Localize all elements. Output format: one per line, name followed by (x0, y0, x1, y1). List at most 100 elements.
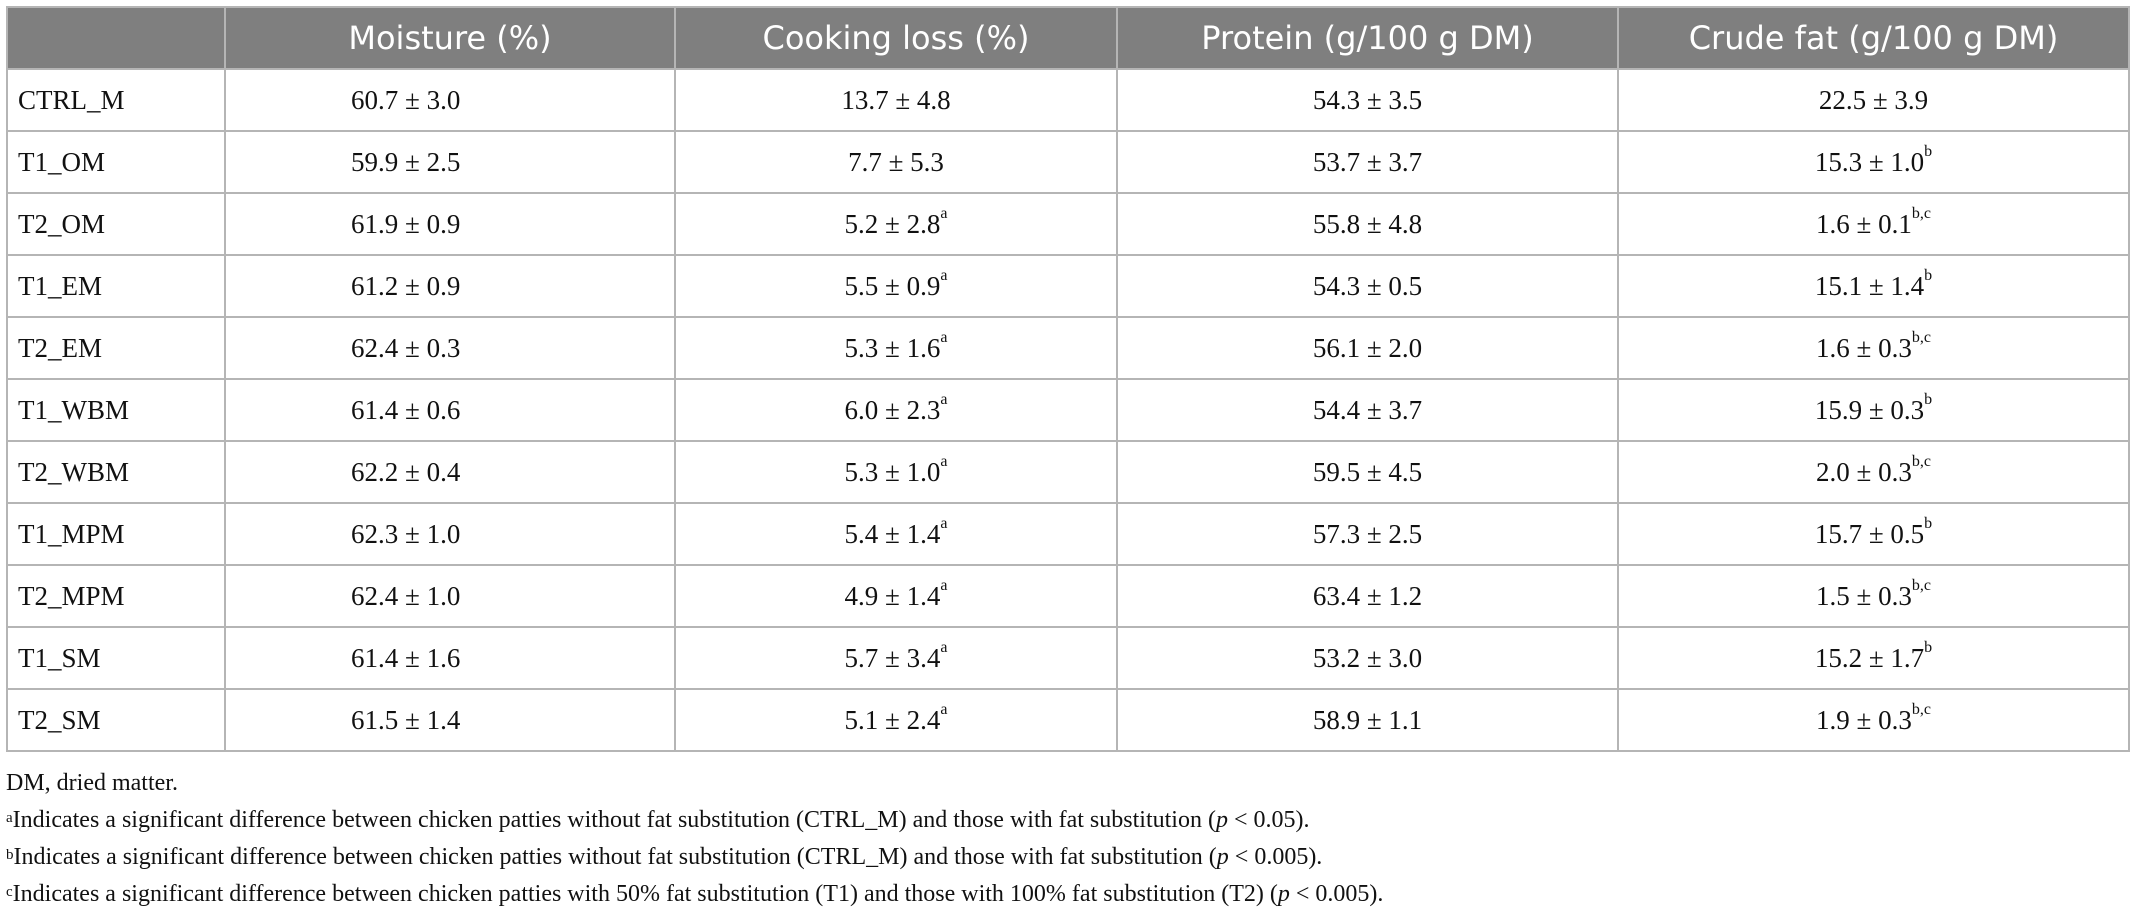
cell-crude-fat: 15.7 ± 0.5b (1617, 502, 2130, 566)
cell-moisture: 62.3 ± 1.0 (224, 502, 676, 566)
cooking-loss-sup: a (940, 700, 948, 718)
cell-crude-fat: 15.1 ± 1.4b (1617, 254, 2130, 318)
table-row: T2_EM 62.4 ± 0.3 5.3 ± 1.6a 56.1 ± 2.0 1.6 ±… (6, 316, 2130, 380)
cooking-loss-value: 5.5 ± 0.9 (844, 270, 941, 301)
cell-crude-fat: 22.5 ± 3.9 (1617, 68, 2130, 132)
results-table: Moisture (%) Cooking loss (%) Protein (g… (6, 6, 2130, 752)
footnote-c-mark: c (6, 884, 13, 900)
cell-moisture: 59.9 ± 2.5 (224, 130, 676, 194)
cell-cooking-loss: 5.3 ± 1.6a (674, 316, 1118, 380)
crude-fat-value: 22.5 ± 3.9 (1818, 84, 1929, 115)
cooking-loss-sup: a (940, 390, 948, 408)
row-label: T1_EM (6, 254, 226, 318)
cell-moisture: 62.2 ± 0.4 (224, 440, 676, 504)
protein-value: 53.7 ± 3.7 (1312, 146, 1423, 177)
crude-fat-wrap: 1.6 ± 0.1b,c (1619, 205, 2128, 240)
cooking-loss-value: 7.7 ± 5.3 (848, 146, 944, 177)
cell-cooking-loss: 5.5 ± 0.9a (674, 254, 1118, 318)
table-row: T1_SM 61.4 ± 1.6 5.7 ± 3.4a 53.2 ± 3.0 15.2 … (6, 626, 2130, 690)
cell-protein: 54.3 ± 3.5 (1116, 68, 1619, 132)
cooking-loss-sup: a (940, 328, 948, 346)
cell-cooking-loss: 6.0 ± 2.3a (674, 378, 1118, 442)
cooking-loss-value: 6.0 ± 2.3 (844, 394, 941, 425)
row-label: T1_WBM (6, 378, 226, 442)
crude-fat-wrap: 22.5 ± 3.9 (1619, 85, 2128, 116)
cooking-loss-wrap: 4.9 ± 1.4a (676, 577, 1116, 612)
row-label: T2_SM (6, 688, 226, 752)
header-cooking-loss: Cooking loss (%) (674, 6, 1118, 70)
row-label: T1_MPM (6, 502, 226, 566)
cell-protein: 53.2 ± 3.0 (1116, 626, 1619, 690)
cell-moisture: 61.5 ± 1.4 (224, 688, 676, 752)
protein-value: 63.4 ± 1.2 (1312, 580, 1423, 611)
cooking-loss-value: 5.2 ± 2.8 (844, 208, 941, 239)
cooking-loss-sup: a (940, 576, 948, 594)
table-row: T2_MPM 62.4 ± 1.0 4.9 ± 1.4a 63.4 ± 1.2 1.5 … (6, 564, 2130, 628)
crude-fat-sup: b,c (1911, 204, 1931, 222)
crude-fat-sup: b,c (1911, 576, 1931, 594)
crude-fat-value: 2.0 ± 0.3 (1816, 456, 1912, 487)
cell-cooking-loss: 5.4 ± 1.4a (674, 502, 1118, 566)
moisture-value: 61.9 ± 0.9 (351, 208, 461, 239)
cooking-loss-value: 4.9 ± 1.4 (844, 580, 941, 611)
footnote-c-tail: < 0.005). (1289, 881, 1384, 907)
cooking-loss-wrap: 5.1 ± 2.4a (676, 701, 1116, 736)
header-crude-fat: Crude fat (g/100 g DM) (1617, 6, 2130, 70)
crude-fat-wrap: 15.7 ± 0.5b (1619, 515, 2128, 550)
row-label: T2_OM (6, 192, 226, 256)
moisture-value: 61.4 ± 1.6 (351, 642, 461, 673)
cooking-loss-wrap: 13.7 ± 4.8 (676, 85, 1116, 116)
crude-fat-value: 15.9 ± 0.3 (1814, 394, 1925, 425)
header-moisture: Moisture (%) (224, 6, 676, 70)
crude-fat-sup: b (1924, 390, 1933, 408)
table-body: CTRL_M 60.7 ± 3.0 13.7 ± 4.8 54.3 ± 3.5 22.5… (6, 68, 2130, 752)
footnote-a-tail: < 0.05). (1227, 807, 1310, 833)
crude-fat-wrap: 15.2 ± 1.7b (1619, 639, 2128, 674)
cell-protein: 53.7 ± 3.7 (1116, 130, 1619, 194)
cell-cooking-loss: 13.7 ± 4.8 (674, 68, 1118, 132)
cell-moisture: 62.4 ± 1.0 (224, 564, 676, 628)
cell-protein: 55.8 ± 4.8 (1116, 192, 1619, 256)
row-label: T2_MPM (6, 564, 226, 628)
row-label: T1_SM (6, 626, 226, 690)
footnote-b-mark: b (6, 847, 14, 863)
protein-value: 54.3 ± 0.5 (1312, 270, 1423, 301)
row-label: T1_OM (6, 130, 226, 194)
cell-cooking-loss: 4.9 ± 1.4a (674, 564, 1118, 628)
table-row: T2_WBM 62.2 ± 0.4 5.3 ± 1.0a 59.5 ± 4.5 2.0 … (6, 440, 2130, 504)
cooking-loss-wrap: 5.7 ± 3.4a (676, 639, 1116, 674)
footnote-b-text: Indicates a significant difference betwe… (13, 844, 1217, 870)
cell-protein: 54.3 ± 0.5 (1116, 254, 1619, 318)
table-row: T1_OM 59.9 ± 2.5 7.7 ± 5.3 53.7 ± 3.7 15.3 ±… (6, 130, 2130, 194)
cell-crude-fat: 1.6 ± 0.3b,c (1617, 316, 2130, 380)
cooking-loss-value: 5.1 ± 2.4 (844, 704, 941, 735)
table-row: CTRL_M 60.7 ± 3.0 13.7 ± 4.8 54.3 ± 3.5 22.5… (6, 68, 2130, 132)
crude-fat-value: 1.6 ± 0.3 (1816, 332, 1912, 363)
cell-crude-fat: 15.2 ± 1.7b (1617, 626, 2130, 690)
cooking-loss-wrap: 5.3 ± 1.0a (676, 453, 1116, 488)
cell-protein: 59.5 ± 4.5 (1116, 440, 1619, 504)
row-label: CTRL_M (6, 68, 226, 132)
cooking-loss-wrap: 5.2 ± 2.8a (676, 205, 1116, 240)
row-label: T2_EM (6, 316, 226, 380)
moisture-value: 62.4 ± 1.0 (351, 580, 461, 611)
moisture-value: 61.2 ± 0.9 (351, 270, 461, 301)
protein-value: 55.8 ± 4.8 (1312, 208, 1423, 239)
cooking-loss-sup: a (940, 638, 948, 656)
crude-fat-value: 15.2 ± 1.7 (1814, 642, 1925, 673)
cell-crude-fat: 2.0 ± 0.3b,c (1617, 440, 2130, 504)
footnote-a-text: Indicates a significant difference betwe… (12, 807, 1216, 833)
table-row: T1_EM 61.2 ± 0.9 5.5 ± 0.9a 54.3 ± 0.5 15.1 … (6, 254, 2130, 318)
crude-fat-wrap: 15.3 ± 1.0b (1619, 143, 2128, 178)
crude-fat-value: 15.1 ± 1.4 (1814, 270, 1925, 301)
crude-fat-sup: b,c (1911, 328, 1931, 346)
cell-moisture: 61.9 ± 0.9 (224, 192, 676, 256)
moisture-value: 62.4 ± 0.3 (351, 332, 461, 363)
cell-moisture: 60.7 ± 3.0 (224, 68, 676, 132)
footnote-a: aIndicates a significant difference betw… (6, 802, 1383, 839)
cooking-loss-wrap: 5.4 ± 1.4a (676, 515, 1116, 550)
cell-protein: 63.4 ± 1.2 (1116, 564, 1619, 628)
protein-value: 57.3 ± 2.5 (1312, 518, 1423, 549)
crude-fat-sup: b (1924, 142, 1933, 160)
cell-protein: 54.4 ± 3.7 (1116, 378, 1619, 442)
